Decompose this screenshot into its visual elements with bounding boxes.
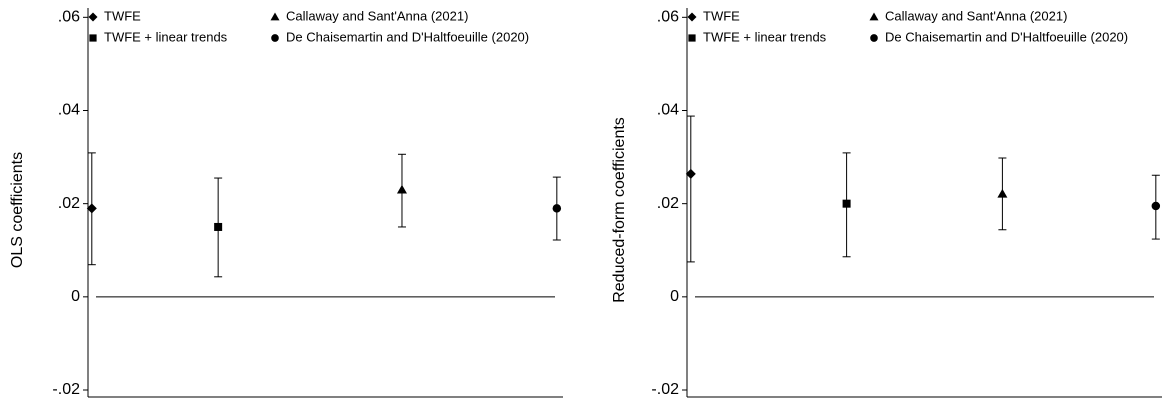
y-tick-label: -.02 [651,381,679,398]
y-tick-label: 0 [670,288,679,305]
marker-square [842,199,851,208]
y-tick-label: -.02 [52,381,80,398]
y-tick-label: .04 [657,102,679,119]
legend-label: De Chaisemartin and D'Haltfoeuille (2020… [286,29,529,44]
y-tick-label: .06 [58,9,80,26]
marker-circle [552,204,562,213]
marker-circle [870,34,878,42]
marker-triangle [997,188,1008,198]
legend-label: TWFE [703,8,740,23]
y-tick-label: .04 [58,102,80,119]
chart: -.02 0 .02 .04 .06 OLS coefficients TWFE TWFE +… [9,8,563,398]
marker-triangle [270,12,280,21]
y-tick-label: .02 [58,195,80,212]
legend-label: Callaway and Sant'Anna (2021) [885,8,1067,23]
legend-label: TWFE + linear trends [703,29,827,44]
y-tick-label: .06 [657,9,679,26]
legend-label: Callaway and Sant'Anna (2021) [286,8,468,23]
chart: -.02 0 .02 .04 .06 Reduced-form coefficients T… [611,8,1162,398]
marker-square [688,34,696,42]
y-tick-label: .02 [657,195,679,212]
marker-circle [1151,201,1161,211]
legend-label: TWFE + linear trends [104,29,228,44]
y-axis-label: Reduced-form coefficients [611,117,628,303]
y-axis-label: OLS coefficients [9,152,26,268]
marker-diamond [88,12,98,22]
marker-diamond [86,203,97,214]
y-tick-label: 0 [71,288,80,305]
marker-square [214,222,223,231]
marker-square [89,34,97,42]
marker-diamond [685,168,696,179]
marker-triangle [869,12,879,21]
marker-triangle [396,184,407,194]
marker-diamond [687,12,697,22]
legend-label: TWFE [104,8,141,23]
legend-label: De Chaisemartin and D'Haltfoeuille (2020… [885,29,1128,44]
marker-circle [271,34,279,42]
